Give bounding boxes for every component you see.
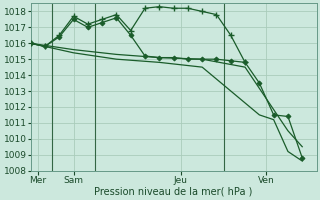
- X-axis label: Pression niveau de la mer( hPa ): Pression niveau de la mer( hPa ): [94, 187, 253, 197]
